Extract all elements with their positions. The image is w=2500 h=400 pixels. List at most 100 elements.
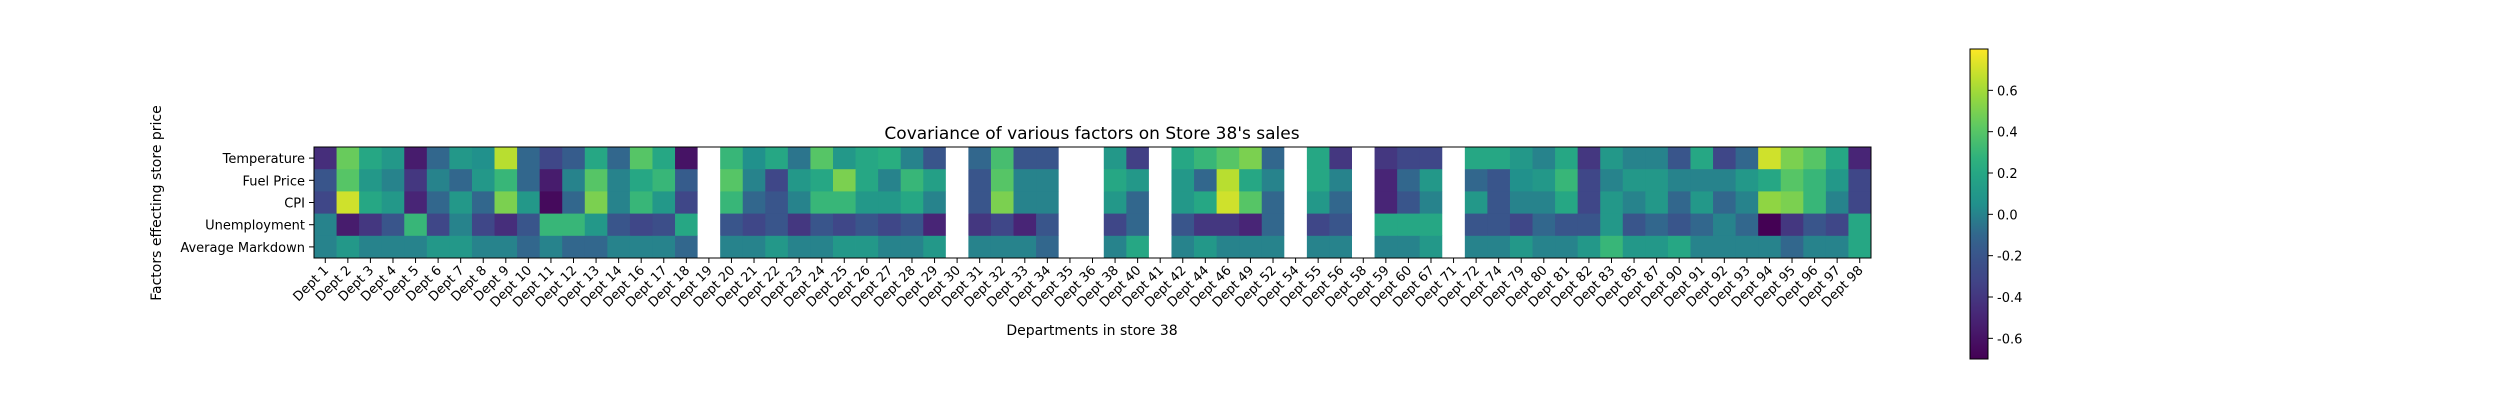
- heatmap-cell: [426, 235, 450, 259]
- heatmap-cell: [1306, 213, 1330, 237]
- heatmap-cell: [517, 147, 541, 170]
- heatmap-cell: [1081, 147, 1105, 170]
- heatmap-cell: [1216, 191, 1240, 214]
- heatmap-cell: [539, 147, 563, 170]
- heatmap-cell: [1532, 191, 1556, 214]
- heatmap-cell: [1306, 235, 1330, 259]
- heatmap-cell: [1713, 191, 1737, 214]
- heatmap-cell: [720, 169, 744, 192]
- heatmap-cell: [1758, 213, 1782, 237]
- y-tick-label: Average Markdown: [180, 241, 305, 256]
- heatmap-cell: [517, 169, 541, 192]
- heatmap-cell: [1532, 169, 1556, 192]
- heatmap-cell: [742, 147, 766, 170]
- heatmap-cell: [1081, 169, 1105, 192]
- heatmap-cell: [1464, 147, 1488, 170]
- heatmap-cell: [968, 235, 992, 259]
- heatmap-cell: [1352, 147, 1375, 170]
- heatmap-cell: [1374, 147, 1398, 170]
- heatmap-cell: [878, 147, 902, 170]
- heatmap-cell: [1780, 213, 1804, 237]
- y-tick-label: Unemployment: [205, 219, 305, 234]
- heatmap-cell: [1667, 169, 1691, 192]
- heatmap-cell: [1171, 169, 1195, 192]
- heatmap-cell: [720, 235, 744, 259]
- heatmap-cell: [1825, 213, 1849, 237]
- heatmap-cell: [1036, 235, 1060, 259]
- heatmap-cell: [1555, 191, 1579, 214]
- heatmap-cell: [494, 191, 518, 214]
- heatmap-cell: [1081, 213, 1105, 237]
- heatmap-cell: [336, 169, 360, 192]
- heatmap-cell: [1825, 191, 1849, 214]
- heatmap-cell: [1848, 235, 1872, 259]
- heatmap-cell: [833, 235, 856, 259]
- heatmap-cell: [742, 213, 766, 237]
- heatmap-cell: [381, 169, 405, 192]
- colorbar-tick-label: 0.6: [1997, 84, 2018, 99]
- heatmap-cell: [1374, 169, 1398, 192]
- heatmap-cell: [404, 147, 428, 170]
- heatmap-cell: [1622, 213, 1646, 237]
- y-tick-label: Fuel Price: [243, 174, 305, 189]
- heatmap-cell: [1758, 147, 1782, 170]
- heatmap-cell: [1081, 235, 1105, 259]
- heatmap-cell: [1148, 147, 1172, 170]
- heatmap-cell: [1464, 191, 1488, 214]
- heatmap-cell: [742, 191, 766, 214]
- heatmap-cell: [1848, 169, 1872, 192]
- heatmap-cell: [1803, 191, 1827, 214]
- heatmap-cell: [1397, 191, 1421, 214]
- heatmap-cell: [945, 235, 969, 259]
- heatmap-cell: [1036, 213, 1060, 237]
- heatmap-cell: [607, 213, 631, 237]
- heatmap-cell: [923, 191, 947, 214]
- heatmap-cell: [1126, 213, 1150, 237]
- heatmap-cell: [900, 169, 924, 192]
- heatmap-cell: [697, 213, 721, 237]
- heatmap-cell: [697, 191, 721, 214]
- colorbar-tick-label: -0.6: [1997, 332, 2022, 347]
- heatmap-cell: [1126, 147, 1150, 170]
- heatmap-cell: [1216, 235, 1240, 259]
- heatmap-cell: [314, 235, 337, 259]
- heatmap-cell: [1690, 169, 1714, 192]
- heatmap-cell: [1126, 169, 1150, 192]
- heatmap-cell: [1397, 147, 1421, 170]
- heatmap-cell: [1036, 169, 1060, 192]
- heatmap-cell: [1058, 147, 1082, 170]
- heatmap-cell: [1735, 169, 1759, 192]
- heatmap-cell: [945, 169, 969, 192]
- heatmap-cell: [1148, 213, 1172, 237]
- heatmap-cell: [1555, 147, 1579, 170]
- heatmap-cell: [1577, 235, 1601, 259]
- heatmap-cell: [336, 213, 360, 237]
- heatmap-cell: [562, 213, 586, 237]
- heatmap-cell: [1780, 235, 1804, 259]
- heatmap-cell: [404, 235, 428, 259]
- heatmap-cell: [1374, 191, 1398, 214]
- colorbar-tick-label: 0.4: [1997, 126, 2018, 141]
- heatmap-cell: [1126, 191, 1150, 214]
- heatmap-cell: [855, 169, 879, 192]
- y-tick-label: Temperature: [222, 152, 305, 167]
- heatmap-cell: [1667, 235, 1691, 259]
- heatmap-cell: [878, 213, 902, 237]
- heatmap-cell: [607, 235, 631, 259]
- heatmap-cell: [1103, 147, 1127, 170]
- heatmap-cell: [923, 235, 947, 259]
- heatmap-cell: [1825, 169, 1849, 192]
- heatmap-cell: [1577, 213, 1601, 237]
- heatmap-cell: [314, 191, 337, 214]
- heatmap-cell: [1306, 147, 1330, 170]
- heatmap-cell: [1329, 235, 1353, 259]
- heatmap-cell: [1036, 147, 1060, 170]
- heatmap-cell: [1419, 191, 1443, 214]
- heatmap-cell: [1329, 191, 1353, 214]
- heatmap-cell: [1442, 191, 1466, 214]
- heatmap-cell: [1464, 235, 1488, 259]
- heatmap-cell: [1419, 147, 1443, 170]
- heatmap-cell: [765, 235, 789, 259]
- heatmap-cell: [562, 147, 586, 170]
- heatmap-cell: [336, 191, 360, 214]
